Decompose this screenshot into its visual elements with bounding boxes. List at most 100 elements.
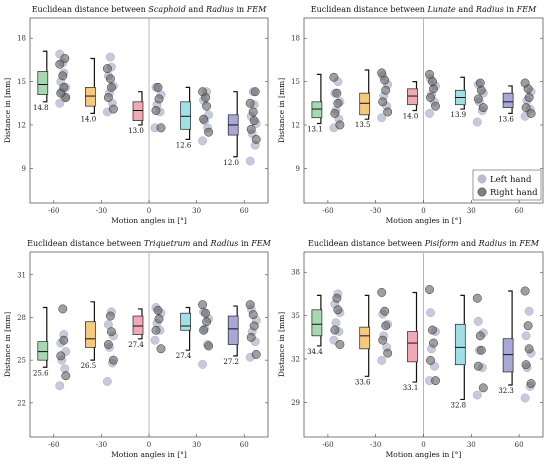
- median-label: 26.5: [81, 362, 97, 370]
- box: [132, 101, 144, 121]
- chart-title-part: Lunate: [426, 5, 456, 14]
- right-hand-point: [156, 123, 166, 133]
- median-label: 25.6: [33, 369, 49, 377]
- right-hand-point: [521, 103, 531, 113]
- x-axis-label: Motion angles in [°]: [386, 450, 462, 459]
- median-label: 14.0: [403, 113, 419, 121]
- right-hand-point: [251, 134, 261, 144]
- right-hand-point: [383, 107, 393, 117]
- right-hand-point: [151, 325, 161, 335]
- median-label: 13.1: [307, 126, 323, 134]
- right-hand-point: [105, 311, 115, 321]
- box: [359, 326, 371, 350]
- median-label: 13.0: [128, 127, 144, 135]
- right-hand-point: [245, 300, 255, 310]
- box: [311, 101, 323, 119]
- right-hand-point: [55, 59, 65, 69]
- y-tick-label: 25: [17, 357, 26, 365]
- legend-left-marker: [477, 174, 487, 184]
- y-tick-label: 29: [291, 399, 300, 407]
- box: [454, 323, 466, 366]
- chart-title-part: FEM: [516, 5, 537, 14]
- left-hand-point: [472, 117, 482, 127]
- right-hand-point: [330, 325, 340, 335]
- right-hand-point: [377, 68, 387, 78]
- right-hand-point: [106, 327, 116, 337]
- x-tick-label: 0: [147, 441, 151, 449]
- y-tick-label: 22: [17, 399, 26, 407]
- right-hand-point: [524, 344, 534, 354]
- left-hand-point: [377, 355, 387, 365]
- right-hand-point: [520, 78, 530, 88]
- x-tick-label: -60: [48, 207, 59, 215]
- x-tick-label: -60: [322, 441, 333, 449]
- chart-title-part: Euclidean distance between: [308, 239, 425, 248]
- right-hand-point: [154, 314, 164, 324]
- whisker-bracket: [316, 73, 322, 125]
- chart-panel-2: Euclidean distance between Lunate and Ra…: [277, 5, 544, 225]
- box: [180, 312, 191, 331]
- right-hand-point: [198, 87, 208, 97]
- right-hand-point: [103, 93, 113, 102]
- chart-title-part: Radius: [475, 5, 504, 14]
- median-label: 32.8: [451, 401, 467, 409]
- right-hand-point: [381, 85, 391, 95]
- chart-title-part: Euclidean distance between: [27, 239, 144, 248]
- y-tick-label: 28: [17, 314, 26, 322]
- left-hand-point: [426, 308, 435, 318]
- right-hand-point: [103, 340, 113, 349]
- chart-panel-1: Euclidean distance between Scaphoid and …: [3, 5, 269, 225]
- right-hand-point: [524, 93, 534, 102]
- x-tick-label: 0: [421, 441, 425, 449]
- right-hand-point: [60, 54, 70, 63]
- median-label: 32.3: [498, 387, 514, 395]
- right-hand-point: [108, 104, 118, 114]
- right-hand-point: [249, 116, 259, 126]
- right-hand-point: [521, 360, 531, 370]
- right-hand-point: [248, 107, 258, 117]
- right-hand-point: [59, 335, 69, 345]
- right-hand-point: [108, 355, 118, 365]
- right-hand-point: [59, 82, 69, 92]
- x-axis-label: Motion angles in [°]: [386, 216, 462, 225]
- chart-title-part: and: [456, 5, 476, 14]
- x-tick-label: 0: [421, 207, 425, 215]
- x-tick-label: 30: [192, 441, 201, 449]
- right-hand-point: [380, 306, 390, 316]
- right-hand-point: [431, 376, 440, 386]
- right-hand-point: [246, 332, 256, 342]
- box: [85, 321, 96, 348]
- whisker-bracket: [508, 290, 513, 386]
- right-hand-point: [333, 305, 343, 315]
- chart-panel-3: Euclidean distance between Triquetrum an…: [3, 239, 272, 459]
- box: [227, 315, 239, 345]
- x-tick-label: 30: [467, 207, 476, 215]
- left-hand-point: [521, 331, 531, 341]
- x-tick-label: 60: [515, 207, 524, 215]
- x-tick-label: -30: [370, 441, 381, 449]
- chart-title-part: and: [186, 5, 206, 14]
- y-tick-label: 31: [17, 271, 26, 279]
- median-label: 13.6: [498, 115, 514, 123]
- y-tick-label: 15: [17, 78, 26, 86]
- chart-title: Euclidean distance between Triquetrum an…: [27, 239, 271, 248]
- right-hand-point: [520, 286, 530, 296]
- left-hand-point: [245, 156, 255, 166]
- x-tick-label: 30: [467, 441, 476, 449]
- x-tick-label: -60: [322, 207, 333, 215]
- right-hand-point: [250, 87, 260, 97]
- right-hand-point: [199, 114, 209, 124]
- median-label: 14.8: [33, 104, 49, 112]
- left-hand-point: [103, 377, 112, 386]
- left-hand-point: [198, 136, 208, 146]
- chart-title-part: Triquetrum: [144, 239, 191, 248]
- y-tick-label: 32: [291, 355, 300, 363]
- box: [180, 101, 191, 130]
- box: [37, 341, 49, 361]
- right-hand-point: [425, 285, 434, 295]
- right-hand-point: [329, 72, 339, 82]
- x-axis-label: Motion angles in [°]: [111, 450, 187, 459]
- right-hand-point: [426, 93, 435, 102]
- left-hand-point: [106, 52, 115, 62]
- right-hand-point: [245, 98, 255, 108]
